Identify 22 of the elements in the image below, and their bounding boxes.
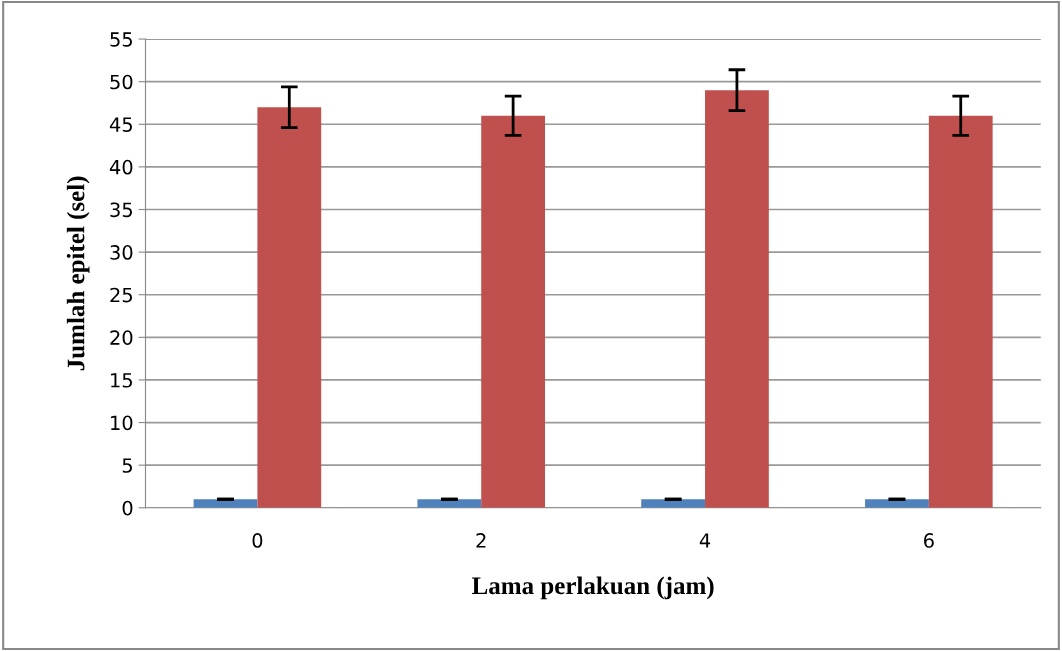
y-tick-label: 35 [110,202,132,218]
y-tick-label: 10 [111,415,133,431]
y-tick-label: 25 [110,287,132,303]
y-axis-title: Jumlah epitel (sel) [66,176,90,371]
y-tick-label: 20 [110,330,133,345]
y-tick-label: 40 [109,159,133,175]
x-tick-label: 6 [924,533,934,548]
y-tick-label: 5 [122,458,132,473]
x-tick-label: 0 [252,533,263,548]
x-axis-title: Lama perlakuan (jam) [472,576,714,600]
y-tick-label: 55 [110,32,132,47]
x-tick-label: 4 [699,533,711,548]
bar [705,90,769,508]
x-tick-label: 2 [476,533,486,548]
bar [481,115,546,508]
bar [257,107,322,508]
y-tick-label: 30 [110,245,133,260]
y-tick-label: 45 [109,117,132,132]
y-tick-label: 0 [122,500,133,516]
bar [928,115,993,508]
y-tick-label: 50 [110,74,133,90]
y-tick-label: 15 [111,373,132,388]
